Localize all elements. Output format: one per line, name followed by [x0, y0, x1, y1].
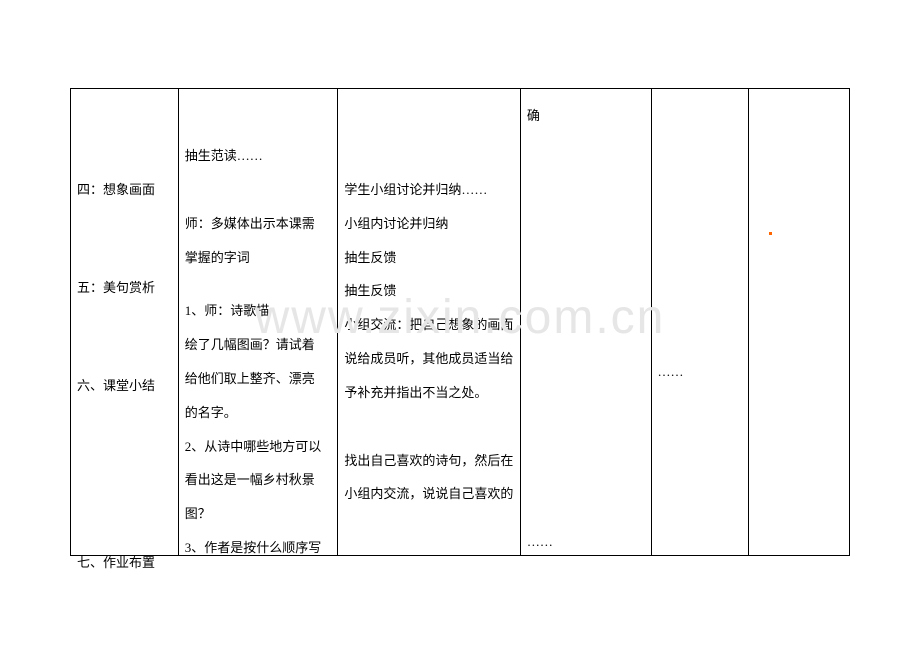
teacher-line-1: 抽生范读……	[185, 139, 332, 173]
column-student-activity: 学生小组讨论并归纳…… 小组内讨论并归纳 抽生反馈 抽生反馈 小组交流：把自己想…	[338, 89, 521, 555]
student-line-1: 学生小组讨论并归纳……	[344, 173, 514, 207]
column-notes-1: 确 ……	[521, 89, 652, 555]
student-line-5c: 予补充并指出不当之处。	[344, 376, 514, 410]
student-line-6b: 小组内交流，说说自己喜欢的	[344, 477, 514, 511]
student-line-5a: 小组交流：把自己想象的画面	[344, 308, 514, 342]
teacher-line-3a: 1、师：诗歌描	[185, 294, 332, 328]
section-5-label: 五：美句赏析	[77, 271, 172, 305]
page-container: www.zixin.com.cn 四：想象画面 五：美句赏析 六、课堂小结 七、…	[0, 0, 920, 651]
student-line-4: 抽生反馈	[344, 274, 514, 308]
column-teacher-activity: 抽生范读…… 师：多媒体出示本课需 掌握的字词 1、师：诗歌描 绘了几幅图画？请…	[179, 89, 339, 555]
teacher-line-3d: 的名字。	[185, 396, 332, 430]
teacher-line-3c: 给他们取上整齐、漂亮	[185, 362, 332, 396]
student-line-5b: 说给成员听，其他成员适当给	[344, 342, 514, 376]
teacher-line-2b: 掌握的字词	[185, 241, 332, 275]
teacher-line-3b: 绘了几幅图画？请试着	[185, 328, 332, 362]
teacher-line-4a: 2、从诗中哪些地方可以	[185, 430, 332, 464]
teacher-line-2a: 师：多媒体出示本课需	[185, 207, 332, 241]
column-section-labels: 四：想象画面 五：美句赏析 六、课堂小结 七、作业布置	[71, 89, 179, 555]
student-line-3: 抽生反馈	[344, 241, 514, 275]
section-7-label: 七、作业布置	[77, 546, 172, 580]
decorative-dot	[769, 232, 772, 235]
column-empty	[749, 89, 849, 555]
notes1-line-1: 确	[527, 99, 645, 133]
notes1-line-2: ……	[527, 525, 645, 559]
column-notes-2: ……	[652, 89, 750, 555]
student-line-6a: 找出自己喜欢的诗句，然后在	[344, 444, 514, 478]
student-line-2: 小组内讨论并归纳	[344, 207, 514, 241]
lesson-plan-table: 四：想象画面 五：美句赏析 六、课堂小结 七、作业布置 抽生范读…… 师：多媒体…	[70, 88, 850, 556]
notes2-line-1: ……	[658, 355, 743, 389]
teacher-line-5: 3、作者是按什么顺序写	[185, 531, 332, 565]
section-6-label: 六、课堂小结	[77, 369, 172, 403]
teacher-line-4c: 图？	[185, 497, 332, 531]
teacher-line-4b: 看出这是一幅乡村秋景	[185, 463, 332, 497]
section-4-label: 四：想象画面	[77, 173, 172, 207]
